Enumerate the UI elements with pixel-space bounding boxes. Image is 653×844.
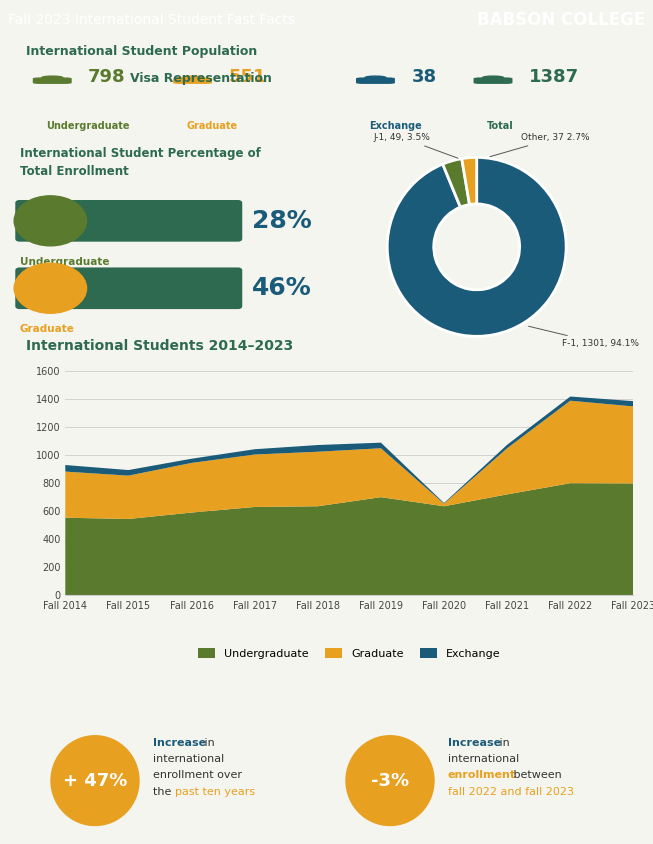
- Text: International Student Population: International Student Population: [26, 45, 257, 58]
- Wedge shape: [443, 159, 470, 207]
- Text: Graduate: Graduate: [186, 122, 237, 132]
- Text: past ten years: past ten years: [175, 787, 255, 797]
- Wedge shape: [387, 158, 566, 336]
- Text: fall 2022 and fall 2023: fall 2022 and fall 2023: [448, 787, 574, 797]
- Text: Graduate: Graduate: [20, 324, 74, 334]
- Circle shape: [182, 76, 203, 79]
- FancyBboxPatch shape: [173, 78, 212, 84]
- FancyBboxPatch shape: [15, 268, 242, 309]
- Text: Increase: Increase: [448, 738, 501, 748]
- Text: Visa Representation: Visa Representation: [130, 73, 272, 85]
- Text: 551: 551: [229, 68, 266, 86]
- Text: Increase: Increase: [153, 738, 206, 748]
- FancyBboxPatch shape: [473, 78, 513, 84]
- Wedge shape: [462, 158, 477, 204]
- Text: + 47%: + 47%: [63, 771, 127, 790]
- Text: the: the: [153, 787, 175, 797]
- Text: Exchange: Exchange: [369, 122, 422, 132]
- Circle shape: [51, 736, 139, 825]
- Text: between: between: [510, 771, 562, 781]
- Text: 38: 38: [411, 68, 436, 86]
- Text: J-1, 49, 3.5%: J-1, 49, 3.5%: [374, 133, 458, 158]
- FancyBboxPatch shape: [15, 200, 242, 241]
- Legend: Undergraduate, Graduate, Exchange: Undergraduate, Graduate, Exchange: [194, 644, 505, 663]
- Text: 28%: 28%: [252, 208, 312, 233]
- Text: International Students 2014–2023: International Students 2014–2023: [26, 339, 293, 354]
- Text: in: in: [201, 738, 215, 748]
- Text: International Student Percentage of
Total Enrollment: International Student Percentage of Tota…: [20, 148, 261, 178]
- Text: Undergraduate: Undergraduate: [46, 122, 129, 132]
- Ellipse shape: [478, 79, 508, 81]
- Text: enrollment: enrollment: [448, 771, 516, 781]
- Circle shape: [365, 76, 386, 79]
- Text: 798: 798: [88, 68, 126, 86]
- Ellipse shape: [178, 79, 208, 81]
- Text: BABSON COLLEGE: BABSON COLLEGE: [477, 11, 645, 29]
- Circle shape: [14, 263, 87, 313]
- FancyBboxPatch shape: [356, 78, 395, 84]
- Circle shape: [483, 76, 503, 79]
- Text: Undergraduate: Undergraduate: [20, 257, 109, 267]
- Text: -3%: -3%: [371, 771, 409, 790]
- Text: F-1, 1301, 94.1%: F-1, 1301, 94.1%: [528, 327, 639, 348]
- Text: Total: Total: [486, 122, 513, 132]
- Text: international: international: [153, 755, 224, 764]
- Text: 1387: 1387: [529, 68, 579, 86]
- FancyBboxPatch shape: [33, 78, 72, 84]
- Text: 46%: 46%: [252, 276, 312, 300]
- Text: international: international: [448, 755, 519, 764]
- Text: Fall 2023 International Student Fast Facts: Fall 2023 International Student Fast Fac…: [8, 13, 295, 27]
- Circle shape: [14, 196, 87, 246]
- Text: in: in: [496, 738, 510, 748]
- Circle shape: [346, 736, 434, 825]
- Text: enrollment over: enrollment over: [153, 771, 242, 781]
- Text: Other, 37 2.7%: Other, 37 2.7%: [490, 133, 590, 157]
- Circle shape: [42, 76, 63, 79]
- Ellipse shape: [38, 79, 67, 81]
- Ellipse shape: [361, 79, 390, 81]
